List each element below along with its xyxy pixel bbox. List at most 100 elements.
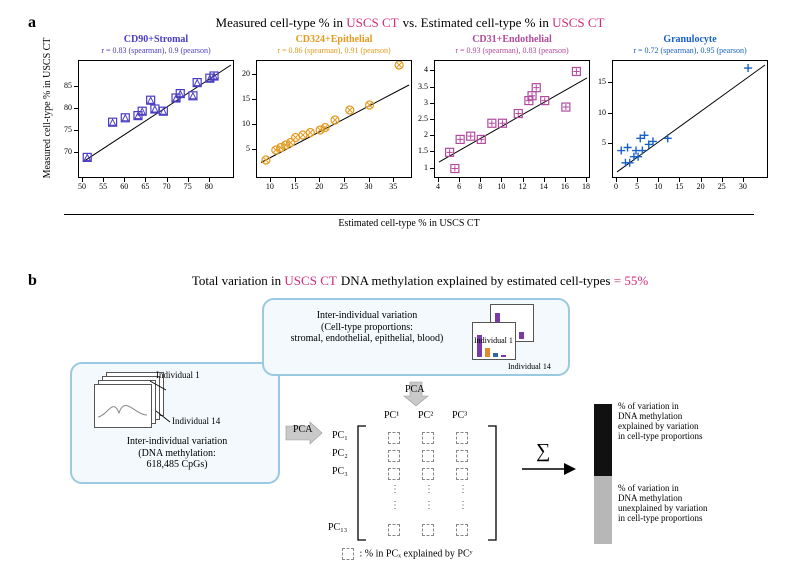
scatter-svg [79,61,235,179]
matrix-legend-text: : % in PCₓ explained by PCʸ [360,548,473,559]
top-box-line1: Inter-individual variation [317,310,418,321]
panel-label-b: b [28,272,37,290]
scatter-title: Granulocyte [612,34,768,45]
panel-label-a: a [28,14,36,32]
title-b-mid: DNA methylation explained by estimated c… [341,273,614,288]
pc-col-3: PC³ [452,410,467,421]
marker [488,119,496,127]
stack-top-seg [594,404,612,476]
scatter-frame [612,60,768,178]
left-box-line3: 618,485 CpGs) [146,459,207,470]
marker [498,119,506,127]
title-a-mid: vs. Estimated cell-type % in [403,15,552,30]
scatter-area: CD90+Stromalr = 0.83 (spearman), 0.9 (pe… [56,34,776,206]
panel-a-xaxis-rule [64,214,754,215]
pc-matrix: PC¹ PC² PC³ PC₁ PC₂ PC₃ PC₁₃ ⋮⋮⋮ ⋮⋮⋮ [332,410,512,550]
marker [109,118,117,126]
matrix-legend: : % in PCₓ explained by PCʸ [342,548,473,560]
left-box-line1: Inter-individual variation [127,436,228,447]
marker [189,92,197,100]
top-box-line2: (Cell-type proportions: [321,322,413,333]
marker [626,159,634,167]
marker [331,116,339,124]
density-curve-icon [95,385,151,427]
marker [451,165,459,173]
pca-label-down: PCA [405,384,424,395]
marker [744,64,752,72]
left-box-text: Inter-individual variation (DNA methylat… [80,436,274,471]
right-bracket-icon [486,424,498,542]
marker [638,147,646,155]
pc-col-2: PC² [418,410,433,421]
scatter-frame [78,60,234,178]
title-a-uscs-1: USCS CT [346,15,398,30]
stack-bottom-text: % of variation inDNA methylationunexplai… [618,484,768,524]
pca-label-right: PCA [293,424,312,435]
marker [446,148,454,156]
scatter-panel-granulocyte: Granulocyter = 0.72 (spearman), 0.95 (pe… [590,34,768,192]
marker [147,96,155,104]
title-b-val: = 55% [614,273,648,288]
title-a-prefix: Measured cell-type % in [216,15,347,30]
scatter-corr: r = 0.86 (spearman), 0.91 (pearson) [256,46,412,55]
pc-col-1: PC¹ [384,410,399,421]
panel-a-xlabel: Estimated cell-type % in USCS CT [64,218,754,229]
panel-a-ylabel: Measured cell-type % in USCS CT [42,28,53,188]
title-a-uscs-2: USCS CT [552,15,604,30]
pc-row-3: PC₃ [332,466,348,477]
marker [562,103,570,111]
stack-bottom-seg [594,476,612,544]
lead-line-1 [150,378,174,394]
marker [467,132,475,140]
scatter-corr: r = 0.72 (spearman), 0.95 (pearson) [612,46,768,55]
left-bracket-icon [356,424,368,542]
title-b-prefix: Total variation in [192,273,285,288]
scatter-svg [257,61,413,179]
figure: a Measured cell-type % in USCS CT vs. Es… [0,0,800,581]
indiv14-label-top: Individual 14 [508,362,551,371]
marker [306,129,314,137]
lead-line-2 [156,408,180,424]
marker [532,84,540,92]
scatter-title: CD324+Epithelial [256,34,412,45]
marker [456,135,464,143]
pc-row-2: PC₂ [332,448,348,459]
marker [395,61,403,69]
left-info-box: Individual 1 Individual 14 Inter-individ… [70,362,280,484]
marker [151,105,159,113]
marker [262,156,270,164]
legend-square-icon [342,548,354,560]
top-info-box: Inter-individual variation (Cell-type pr… [262,298,570,376]
panel-b-title: Total variation in USCS CT DNA methylati… [80,272,760,290]
marker [366,101,374,109]
left-box-line2: (DNA methylation: [138,448,216,459]
marker [572,67,580,75]
panel-a-title: Measured cell-type % in USCS CT vs. Esti… [80,14,740,32]
pc-row-13: PC₁₃ [328,522,347,533]
marker [299,131,307,139]
scatter-title: CD31+Endothelial [434,34,590,45]
marker [121,114,129,122]
scatter-svg [613,61,769,179]
scatter-panel-stromal: CD90+Stromalr = 0.83 (spearman), 0.9 (pe… [56,34,234,192]
marker [193,79,201,87]
title-b-uscs: USCS CT [284,273,336,288]
scatter-corr: r = 0.83 (spearman), 0.9 (pearson) [78,46,234,55]
sigma-symbol: ∑ [536,440,550,463]
marker [514,110,522,118]
scatter-panel-endothelial: CD31+Endothelialr = 0.93 (spearman), 0.8… [412,34,590,192]
scatter-frame [256,60,412,178]
marker [664,134,672,142]
variation-stacked-bar [594,404,612,544]
scatter-corr: r = 0.93 (spearman), 0.83 (pearson) [434,46,590,55]
stack-top-text: % of variation inDNA methylationexplaine… [618,402,768,442]
indiv1-label-top: Individual 1 [474,336,513,345]
scatter-title: CD90+Stromal [78,34,234,45]
top-box-text: Inter-individual variation (Cell-type pr… [272,310,462,345]
pc-row-1: PC₁ [332,430,348,441]
marker [292,134,300,142]
scatter-frame [434,60,590,178]
marker [346,106,354,114]
scatter-panel-epithelial: CD324+Epithelialr = 0.86 (spearman), 0.9… [234,34,412,192]
scatter-svg [435,61,591,179]
